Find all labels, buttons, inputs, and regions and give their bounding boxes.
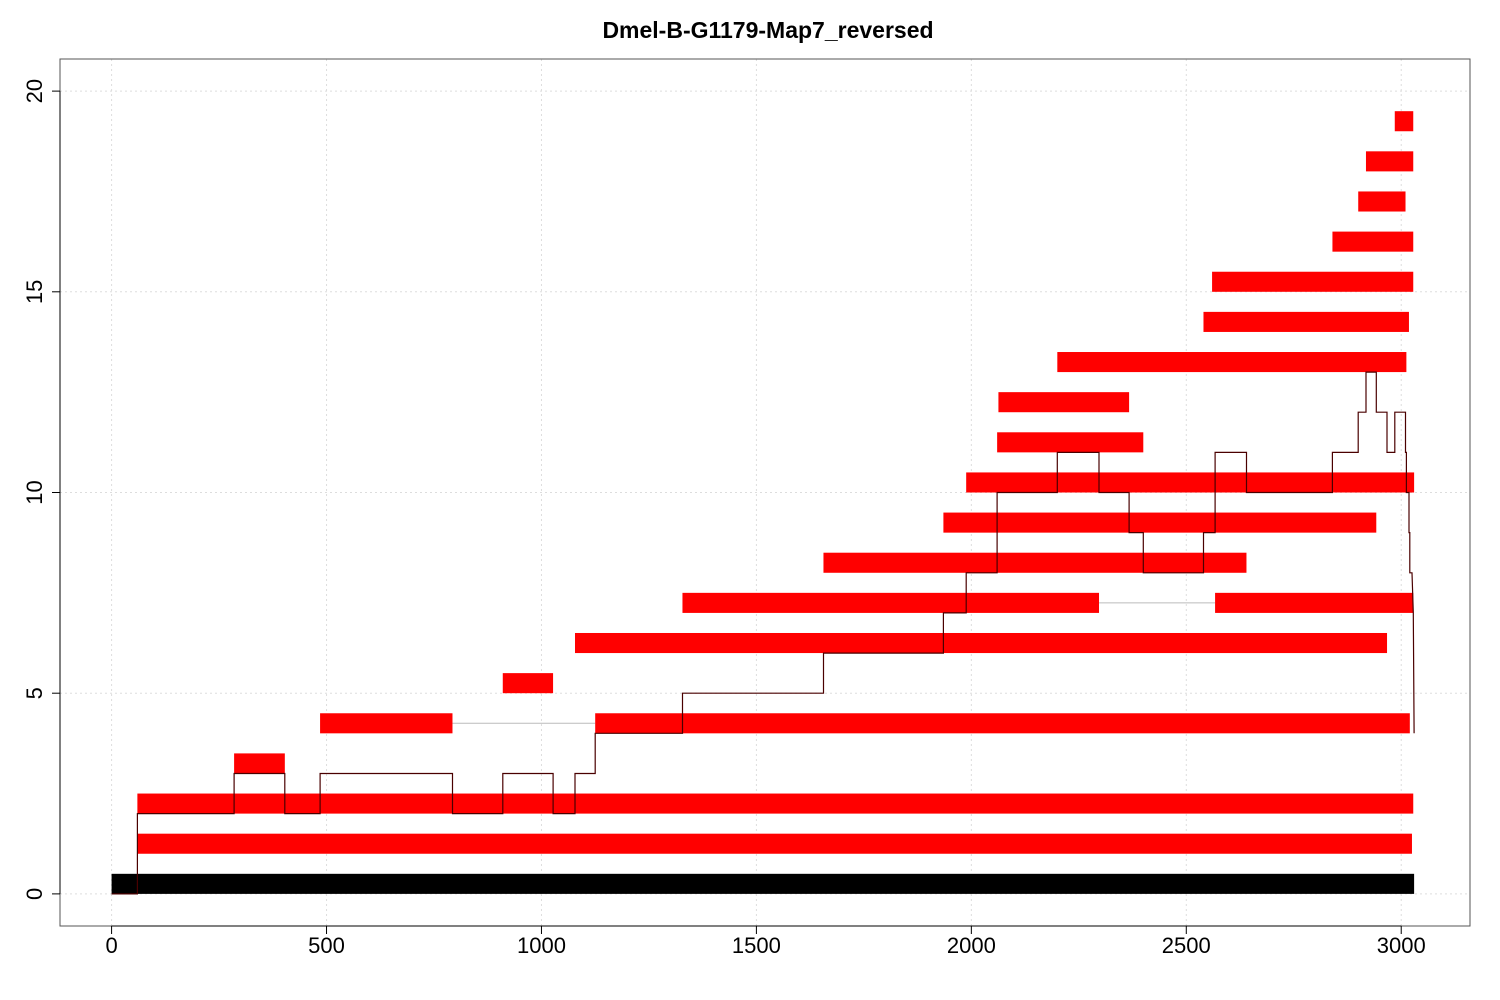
- read-bar-row-11-seg-0: [997, 432, 1144, 453]
- read-connector-layer: [452, 602, 1216, 724]
- chart-title: Dmel-B-G1179-Map7_reversed: [602, 17, 933, 43]
- x-tick-label-5: 2500: [1162, 933, 1211, 958]
- read-bar-row-6-seg-0: [574, 632, 1388, 654]
- x-tick-label-3: 1500: [732, 933, 781, 958]
- read-bar-row-4-seg-1: [595, 713, 1410, 734]
- x-tick-label-6: 3000: [1377, 933, 1426, 958]
- y-tick-label-2: 10: [22, 480, 47, 504]
- read-bar-row-13-seg-0: [1057, 352, 1407, 373]
- x-tick-label-1: 500: [308, 933, 345, 958]
- x-tick-label-2: 1000: [517, 933, 566, 958]
- read-bar-row-7-seg-1: [1215, 592, 1414, 613]
- x-tick-label-4: 2000: [947, 933, 996, 958]
- x-axis: 0 500 1000 1500 2000 2500 3000: [105, 925, 1426, 958]
- reads-layer: [137, 111, 1415, 854]
- read-bar-row-16-seg-0: [1332, 231, 1414, 252]
- read-bar-row-15-seg-0: [1212, 271, 1414, 292]
- y-tick-label-0: 0: [22, 888, 47, 900]
- read-bar-row-8-seg-0: [823, 552, 1247, 573]
- coverage-line: [111, 371, 1415, 895]
- read-bar-row-2-seg-0: [137, 793, 1414, 814]
- read-bar-row-4-seg-0: [320, 713, 453, 734]
- read-bar-row-18-seg-0: [1365, 151, 1414, 172]
- read-bar-row-3-seg-0: [234, 753, 285, 774]
- read-bar-row-14-seg-0: [1203, 311, 1409, 332]
- read-bar-row-19-seg-0: [1394, 111, 1414, 132]
- x-tick-label-0: 0: [105, 933, 117, 958]
- reference-bar-layer: [111, 873, 1415, 894]
- y-tick-label-1: 5: [22, 687, 47, 699]
- read-bar-row-7-seg-0: [682, 592, 1100, 613]
- y-tick-label-3: 15: [22, 280, 47, 304]
- read-bar-row-10-seg-0: [966, 472, 1415, 493]
- y-tick-label-4: 20: [22, 79, 47, 103]
- read-bar-row-9-seg-0: [943, 512, 1377, 533]
- read-bar-row-1-seg-0: [137, 833, 1412, 854]
- reference-bar: [111, 873, 1415, 894]
- read-bar-row-12-seg-0: [998, 392, 1130, 413]
- read-bar-row-17-seg-0: [1358, 191, 1406, 212]
- read-bar-row-5-seg-0: [502, 673, 554, 694]
- coverage-layer: [111, 371, 1415, 895]
- y-axis: 0 5 10 15 20: [22, 79, 61, 900]
